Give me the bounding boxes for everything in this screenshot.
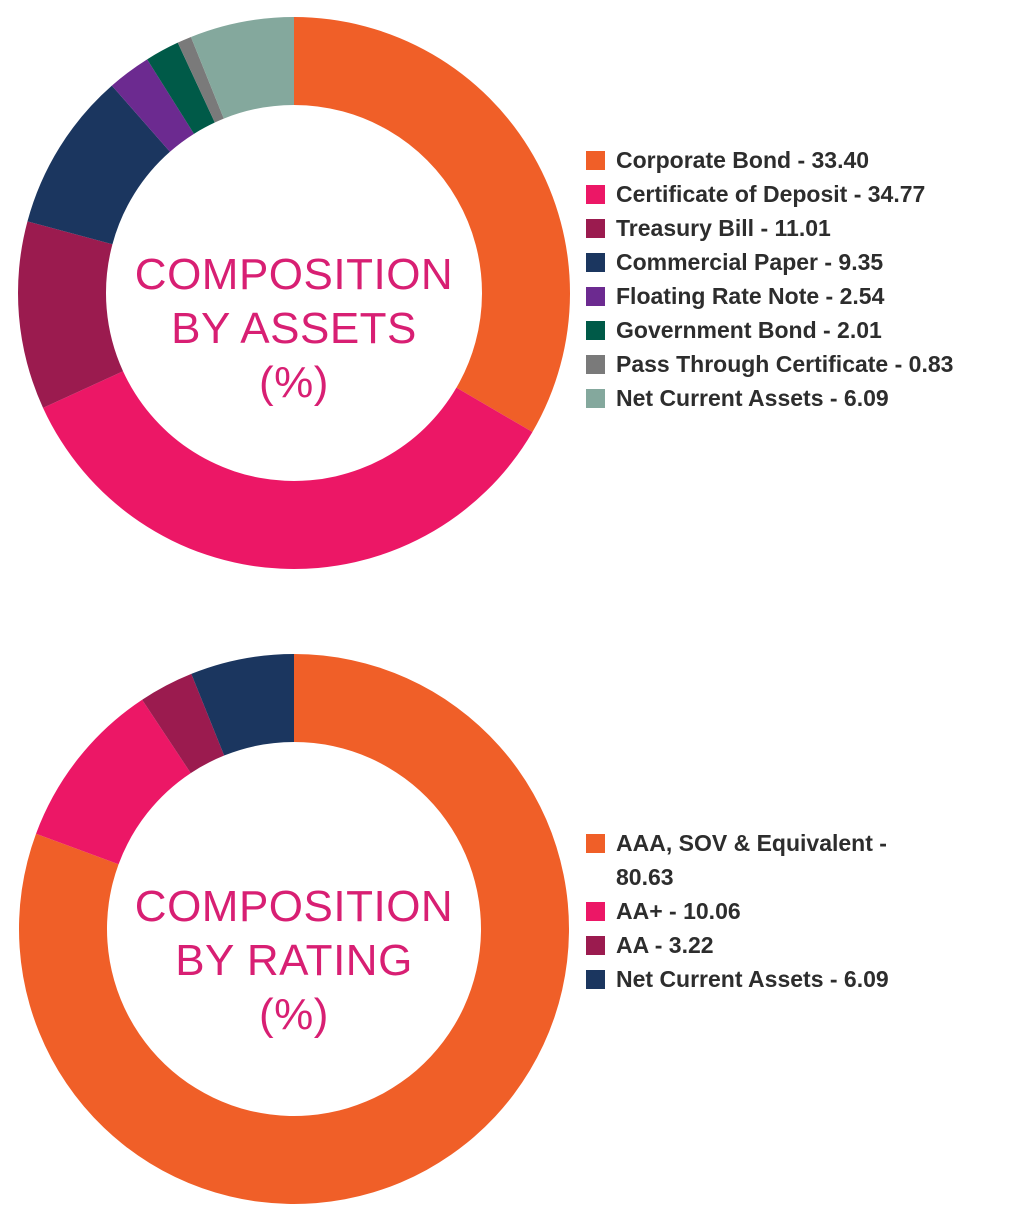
assets-center-title: COMPOSITION BY ASSETS (%) <box>94 248 494 410</box>
legend-item-aa-plus: AA+ - 10.06 <box>586 894 946 928</box>
legend-item-aaa-sov-equivalent: AAA, SOV & Equivalent - 80.63 <box>586 826 946 894</box>
assets-title-line-3: (%) <box>259 358 329 407</box>
legend-label: Net Current Assets - 6.09 <box>616 385 889 411</box>
assets-donut <box>17 17 570 570</box>
rating-legend: AAA, SOV & Equivalent - 80.63 AA+ - 10.0… <box>586 826 946 996</box>
legend-label: Net Current Assets - 6.09 <box>616 966 889 992</box>
rating-title-line-1: COMPOSITION <box>134 882 454 931</box>
legend-label: AA+ - 10.06 <box>616 898 741 924</box>
rating-title-line-2: BY RATING <box>175 936 413 985</box>
legend-label: Certificate of Deposit - 34.77 <box>616 181 926 207</box>
legend-label: Commercial Paper - 9.35 <box>616 249 884 275</box>
legend-swatch <box>586 834 605 853</box>
composition-by-rating-chart: COMPOSITION BY RATING (%) AAA, SOV & Equ… <box>0 600 1023 1213</box>
legend-swatch <box>586 389 605 408</box>
legend-item-government-bond: Government Bond - 2.01 <box>586 313 953 347</box>
assets-title-line-1: COMPOSITION <box>134 250 454 299</box>
legend-item-aa: AA - 3.22 <box>586 928 946 962</box>
legend-label: AA - 3.22 <box>616 932 714 958</box>
legend-swatch <box>586 219 605 238</box>
legend-swatch <box>586 970 605 989</box>
legend-label: Pass Through Certificate - 0.83 <box>616 351 954 377</box>
legend-item-treasury-bill: Treasury Bill - 11.01 <box>586 211 953 245</box>
slice-floating-rate-note <box>111 59 194 152</box>
rating-donut <box>19 654 570 1204</box>
legend-item-corporate-bond: Corporate Bond - 33.40 <box>586 143 953 177</box>
slice-treasury-bill <box>17 221 124 408</box>
rating-center-title: COMPOSITION BY RATING (%) <box>94 880 494 1042</box>
legend-label: Floating Rate Note - 2.54 <box>616 283 885 309</box>
slice-aa <box>142 673 225 774</box>
assets-title-line-2: BY ASSETS <box>171 304 417 353</box>
composition-by-assets-chart: COMPOSITION BY ASSETS (%) Corporate Bond… <box>0 0 1023 600</box>
legend-item-net-current-assets: Net Current Assets - 6.09 <box>586 962 946 996</box>
legend-swatch <box>586 355 605 374</box>
legend-item-pass-through-certificate: Pass Through Certificate - 0.83 <box>586 347 953 381</box>
legend-item-floating-rate-note: Floating Rate Note - 2.54 <box>586 279 953 313</box>
legend-swatch <box>586 253 605 272</box>
legend-swatch <box>586 936 605 955</box>
legend-item-commercial-paper: Commercial Paper - 9.35 <box>586 245 953 279</box>
legend-label: Corporate Bond - 33.40 <box>616 147 870 173</box>
slice-net-current-assets <box>190 17 294 119</box>
legend-swatch <box>586 151 605 170</box>
slice-pass-through-certificate <box>177 36 224 123</box>
legend-swatch <box>586 902 605 921</box>
assets-legend: Corporate Bond - 33.40 Certificate of De… <box>586 143 953 415</box>
slice-certificate-of-deposit <box>43 371 533 570</box>
slice-aaa-sov-and-equivalent <box>19 654 570 1204</box>
legend-swatch <box>586 185 605 204</box>
slice-government-bond <box>147 42 215 134</box>
legend-label: Government Bond - 2.01 <box>616 317 882 343</box>
legend-swatch <box>586 321 605 340</box>
rating-title-line-3: (%) <box>259 990 329 1039</box>
slice-net-current-assets <box>191 654 294 756</box>
legend-item-certificate-of-deposit: Certificate of Deposit - 34.77 <box>586 177 953 211</box>
legend-label: AAA, SOV & Equivalent - 80.63 <box>616 830 887 890</box>
slice-corporate-bond <box>294 17 570 432</box>
legend-swatch <box>586 287 605 306</box>
legend-item-net-current-assets: Net Current Assets - 6.09 <box>586 381 953 415</box>
slice-aa-plus <box>36 699 191 865</box>
slice-commercial-paper <box>27 85 170 245</box>
legend-label: Treasury Bill - 11.01 <box>616 215 831 241</box>
